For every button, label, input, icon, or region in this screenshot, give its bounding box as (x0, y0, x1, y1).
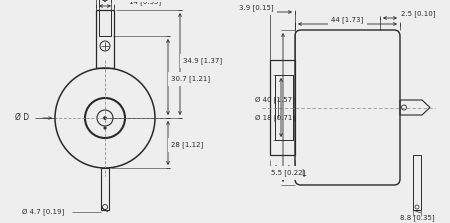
Text: 8.8 [0.35]: 8.8 [0.35] (400, 215, 434, 221)
Circle shape (104, 116, 107, 120)
Circle shape (104, 127, 106, 129)
Bar (101, 168, 109, 210)
Text: Ø 4.7 [0.19]: Ø 4.7 [0.19] (22, 209, 64, 215)
Text: 5.5 [0.22]: 5.5 [0.22] (271, 170, 305, 176)
Text: 2.5 [0.10]: 2.5 [0.10] (401, 11, 435, 17)
Text: 28 [1.12]: 28 [1.12] (171, 142, 203, 148)
Text: 14 [0.55]: 14 [0.55] (129, 0, 161, 5)
Text: 3.9 [0.15]: 3.9 [0.15] (238, 5, 273, 11)
Text: Ø D: Ø D (15, 112, 29, 122)
Text: Ø 18 [0.71]: Ø 18 [0.71] (255, 114, 295, 121)
Text: 44 [1.73]: 44 [1.73] (331, 17, 364, 23)
Text: 34.9 [1.37]: 34.9 [1.37] (183, 58, 222, 64)
Bar (413, 155, 421, 210)
Bar (99, 10, 111, 36)
Text: Ø 40 [1.57]: Ø 40 [1.57] (255, 96, 295, 103)
Bar (275, 75, 293, 140)
Bar (96, 10, 114, 68)
Text: L: L (301, 169, 305, 178)
Bar (270, 60, 295, 155)
Text: 30.7 [1.21]: 30.7 [1.21] (171, 76, 210, 82)
